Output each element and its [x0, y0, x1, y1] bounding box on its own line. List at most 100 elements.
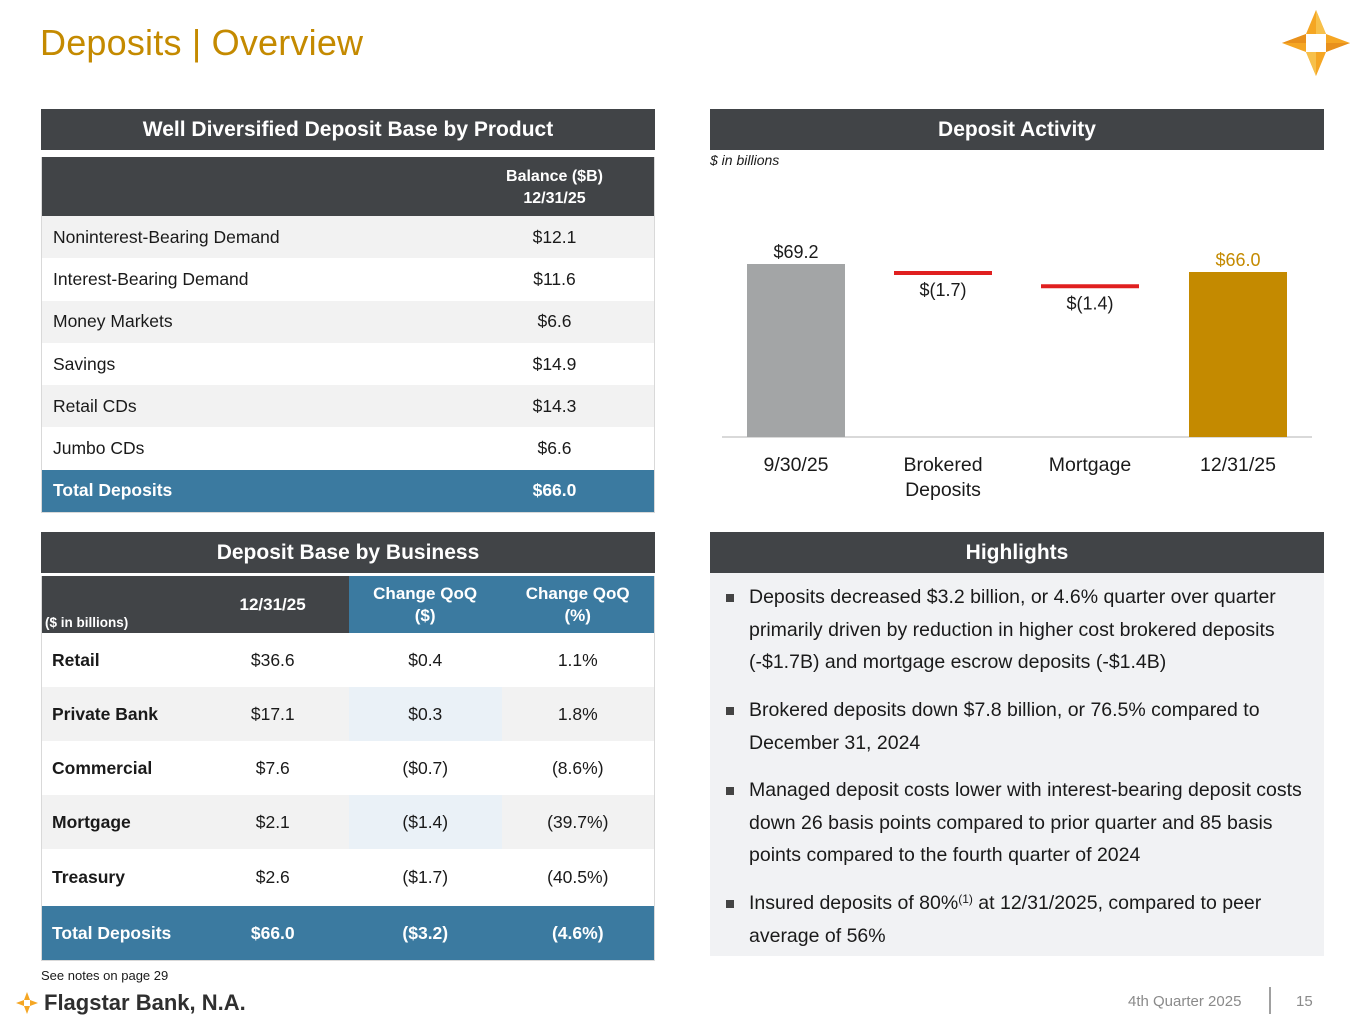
- chart-bar: [1189, 272, 1287, 437]
- product-name: Noninterest-Bearing Demand: [53, 226, 280, 247]
- table-row: Retail $36.6 $0.4 1.1%: [42, 633, 654, 687]
- product-name: Jumbo CDs: [53, 438, 145, 459]
- business-change-pct: 1.8%: [501, 687, 655, 741]
- chart-category-label: 12/31/25: [1200, 454, 1276, 476]
- change-pct-column-header: Change QoQ (%): [501, 576, 654, 633]
- product-name: Savings: [53, 353, 116, 374]
- business-change-usd: $0.3: [349, 687, 502, 741]
- chart-category-label: Mortgage: [1049, 454, 1131, 476]
- chart-bar: [747, 264, 845, 437]
- page-number: 15: [1296, 993, 1313, 1010]
- product-balance: $11.6: [533, 268, 576, 289]
- table-row: Retail CDs $14.3: [42, 385, 654, 428]
- total-change-usd: ($3.2): [349, 906, 502, 960]
- table-row: Noninterest-Bearing Demand $12.1: [42, 216, 654, 259]
- business-change-pct: (40.5%): [547, 867, 609, 887]
- total-label: Total Deposits: [42, 906, 197, 960]
- highlights-list: Deposits decreased $3.2 billion, or 4.6%…: [710, 573, 1324, 956]
- total-change-pct: (4.6%): [501, 906, 655, 960]
- business-change-usd: ($1.4): [349, 795, 502, 849]
- total-balance: $66.0: [532, 480, 577, 501]
- table-row: Jumbo CDs $6.6: [42, 427, 654, 470]
- table-row: Treasury $2.6 ($1.7) (40.5%): [42, 849, 654, 906]
- product-balance: $14.3: [532, 395, 577, 416]
- highlight-text: Deposits decreased $3.2 billion, or 4.6%…: [749, 586, 1276, 673]
- product-table-header: Balance ($B) 12/31/25: [42, 157, 654, 216]
- business-change-usd: $0.4: [408, 649, 443, 670]
- highlight-text-after: at 12/31/2025, compared to peer average …: [749, 892, 1262, 947]
- table-row: Mortgage $2.1 ($1.4) (39.7%): [42, 795, 655, 849]
- product-panel-heading: Well Diversified Deposit Base by Product: [41, 109, 655, 150]
- business-table: ($ in billions) 12/31/25 Change QoQ ($) …: [41, 576, 655, 961]
- product-name: Retail CDs: [53, 395, 137, 416]
- footer-period: 4th Quarter 2025: [1128, 993, 1242, 1010]
- business-change-pct: (8.6%): [551, 757, 604, 778]
- table-row: Interest-Bearing Demand $11.6: [42, 258, 654, 301]
- business-balance: $7.6: [255, 757, 290, 778]
- business-balance: $36.6: [250, 649, 295, 670]
- chart-data-label: $(1.7): [919, 280, 966, 300]
- product-balance: $6.6: [537, 438, 572, 459]
- highlights-panel-heading: Highlights: [710, 532, 1324, 573]
- table-row: Savings $14.9: [42, 342, 654, 386]
- business-name: Treasury: [52, 867, 125, 887]
- business-balance: $2.6: [255, 867, 290, 887]
- business-name: Mortgage: [42, 795, 197, 849]
- flagstar-star-small-icon: [16, 992, 38, 1014]
- business-name: Commercial: [52, 757, 153, 778]
- footnote: See notes on page 29: [41, 968, 169, 983]
- product-table: Balance ($B) 12/31/25 Noninterest-Bearin…: [41, 157, 655, 514]
- bullet-square-icon: [726, 707, 734, 715]
- list-item: Insured deposits of 80%(1) at 12/31/2025…: [724, 887, 1314, 952]
- table-row: Money Markets $6.6: [42, 300, 654, 343]
- chart-category-label: Brokered: [903, 454, 982, 476]
- chart-units-note: $ in billions: [710, 152, 780, 168]
- business-name: Private Bank: [42, 687, 197, 741]
- business-balance: $2.1: [196, 795, 350, 849]
- list-item: Brokered deposits down $7.8 billion, or …: [724, 694, 1314, 759]
- business-change-pct: (39.7%): [501, 795, 655, 849]
- change-usd-column-header: Change QoQ ($): [348, 576, 502, 633]
- chart-category-label: Deposits: [905, 479, 981, 501]
- chart-data-label: $(1.4): [1066, 293, 1113, 313]
- balance-date-header: 12/31/25: [523, 190, 586, 207]
- total-row: Total Deposits $66.0 ($3.2) (4.6%): [42, 906, 655, 960]
- balance-column-header: Balance ($B): [506, 168, 603, 185]
- list-item: Deposits decreased $3.2 billion, or 4.6%…: [724, 581, 1314, 679]
- chart-data-label: $66.0: [1215, 250, 1260, 270]
- total-row: Total Deposits $66.0: [42, 469, 654, 513]
- deposit-activity-chart: $69.2 9/30/25 $(1.7) Brokered Deposits $(1.4)…: [722, 242, 1312, 501]
- business-panel-heading: Deposit Base by Business: [41, 532, 655, 573]
- brand-name: Flagstar Bank, N.A.: [44, 990, 246, 1015]
- chart-category-label: 9/30/25: [763, 454, 828, 476]
- chart-delta-bar: [894, 271, 992, 275]
- total-label: Total Deposits: [53, 480, 173, 501]
- highlight-text: Insured deposits of 80%(1) at 12/31/2025…: [749, 892, 1261, 947]
- highlight-text: Managed deposit costs lower with interes…: [749, 779, 1302, 866]
- business-change-pct: 1.1%: [557, 649, 598, 670]
- table-row: Commercial $7.6 ($0.7) (8.6%): [42, 741, 654, 795]
- brand-logo: Flagstar Bank, N.A.: [16, 990, 246, 1016]
- highlight-text: Brokered deposits down $7.8 billion, or …: [749, 699, 1260, 754]
- highlight-text-before: Insured deposits of 80%: [749, 892, 959, 914]
- product-balance: $14.9: [532, 353, 577, 374]
- chart-data-label: $69.2: [773, 242, 818, 262]
- total-balance: $66.0: [196, 906, 350, 960]
- business-balance: $17.1: [196, 687, 350, 741]
- product-balance: $6.6: [537, 311, 572, 332]
- list-item: Managed deposit costs lower with interes…: [724, 774, 1314, 872]
- footnote-marker: (1): [958, 892, 973, 906]
- activity-panel-heading: Deposit Activity: [710, 109, 1324, 150]
- flagstar-star-icon: [1282, 10, 1350, 76]
- chart-delta-bar: [1041, 284, 1139, 289]
- business-name: Retail: [52, 649, 100, 670]
- page-title: Deposits | Overview: [40, 22, 364, 63]
- product-name: Money Markets: [53, 311, 173, 332]
- bullet-square-icon: [726, 594, 734, 602]
- bullet-square-icon: [726, 900, 734, 908]
- product-balance: $12.1: [532, 226, 577, 247]
- business-change-usd: ($0.7): [402, 757, 449, 778]
- units-label: ($ in billions): [45, 615, 129, 630]
- date-column-header: 12/31/25: [196, 576, 349, 633]
- bullet-square-icon: [726, 787, 734, 795]
